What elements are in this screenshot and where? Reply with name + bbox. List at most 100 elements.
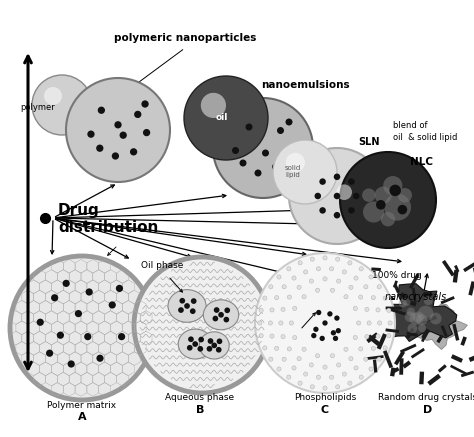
Circle shape: [86, 288, 93, 295]
Circle shape: [51, 294, 58, 302]
Circle shape: [359, 267, 363, 271]
Bar: [409, 273, 420, 289]
Circle shape: [272, 163, 279, 170]
Circle shape: [311, 333, 317, 338]
Circle shape: [116, 285, 123, 292]
Bar: [469, 353, 474, 362]
Circle shape: [75, 310, 82, 317]
Text: nanoemulsions: nanoemulsions: [261, 80, 349, 90]
Bar: [386, 306, 402, 310]
Circle shape: [246, 124, 253, 131]
Bar: [383, 350, 393, 368]
Circle shape: [337, 279, 341, 283]
Circle shape: [270, 334, 274, 338]
Circle shape: [274, 346, 279, 350]
Text: nanocrystals: nanocrystals: [385, 292, 447, 302]
Circle shape: [46, 350, 53, 357]
Circle shape: [286, 153, 305, 172]
Text: Aqueous phase: Aqueous phase: [165, 393, 235, 402]
Circle shape: [57, 332, 64, 339]
Text: A: A: [78, 412, 86, 422]
Circle shape: [208, 338, 213, 344]
Circle shape: [270, 308, 274, 312]
Text: NLC: NLC: [410, 157, 433, 167]
Circle shape: [358, 295, 363, 299]
Circle shape: [274, 295, 279, 300]
Bar: [394, 350, 405, 365]
Text: blend of: blend of: [393, 121, 428, 130]
Bar: [451, 354, 463, 363]
Circle shape: [344, 347, 348, 351]
Circle shape: [292, 276, 296, 280]
Circle shape: [364, 284, 368, 289]
Circle shape: [198, 346, 203, 352]
Circle shape: [32, 75, 92, 135]
Polygon shape: [409, 304, 467, 350]
Circle shape: [184, 76, 268, 160]
Circle shape: [405, 311, 415, 322]
Circle shape: [207, 346, 212, 352]
Circle shape: [269, 357, 273, 361]
Circle shape: [381, 212, 395, 226]
Bar: [371, 267, 381, 271]
Circle shape: [289, 321, 293, 325]
Circle shape: [383, 176, 402, 195]
Circle shape: [365, 335, 369, 339]
Circle shape: [303, 372, 308, 376]
Text: polymeric nanoparticles: polymeric nanoparticles: [114, 33, 256, 43]
Ellipse shape: [203, 300, 239, 330]
Circle shape: [430, 312, 442, 324]
Bar: [390, 368, 396, 377]
Circle shape: [316, 375, 320, 379]
Circle shape: [336, 328, 341, 333]
Text: D: D: [423, 405, 433, 415]
Circle shape: [349, 357, 353, 361]
Circle shape: [302, 295, 306, 299]
Circle shape: [141, 101, 149, 108]
Circle shape: [287, 267, 291, 271]
Circle shape: [191, 298, 197, 304]
Circle shape: [322, 320, 328, 326]
Circle shape: [418, 324, 426, 332]
Circle shape: [259, 333, 263, 338]
Circle shape: [371, 346, 375, 350]
Bar: [377, 333, 387, 350]
Circle shape: [384, 194, 411, 221]
Circle shape: [287, 295, 292, 299]
Circle shape: [348, 207, 355, 214]
Circle shape: [424, 297, 433, 305]
Bar: [406, 328, 415, 339]
Bar: [391, 367, 400, 374]
Circle shape: [323, 256, 327, 260]
Bar: [427, 374, 441, 386]
Circle shape: [334, 193, 340, 199]
Circle shape: [239, 160, 246, 166]
Circle shape: [418, 306, 433, 321]
Circle shape: [188, 336, 194, 342]
Ellipse shape: [168, 290, 206, 322]
Circle shape: [216, 347, 221, 353]
Circle shape: [109, 302, 116, 309]
Circle shape: [223, 317, 229, 323]
Circle shape: [281, 335, 285, 339]
Circle shape: [303, 270, 308, 274]
Circle shape: [87, 131, 95, 138]
Circle shape: [297, 357, 301, 361]
Circle shape: [407, 308, 415, 316]
Circle shape: [119, 132, 127, 139]
Bar: [400, 292, 411, 303]
Circle shape: [213, 98, 313, 198]
Circle shape: [130, 148, 137, 156]
Bar: [454, 265, 459, 272]
Circle shape: [98, 107, 105, 114]
Bar: [406, 332, 418, 337]
Circle shape: [292, 306, 297, 311]
Circle shape: [273, 140, 337, 204]
Circle shape: [212, 316, 218, 321]
Circle shape: [315, 288, 319, 292]
Circle shape: [383, 296, 387, 300]
Circle shape: [190, 309, 196, 314]
Bar: [389, 308, 407, 316]
Circle shape: [297, 285, 301, 289]
Circle shape: [349, 285, 353, 289]
